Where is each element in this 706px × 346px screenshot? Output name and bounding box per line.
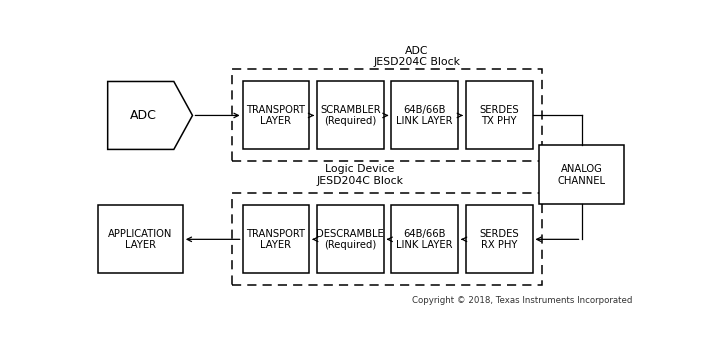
Bar bbox=[243, 82, 309, 149]
Text: 64B/66B
LINK LAYER: 64B/66B LINK LAYER bbox=[397, 104, 453, 126]
Text: Logic Device
JESD204C Block: Logic Device JESD204C Block bbox=[317, 164, 404, 186]
Text: APPLICATION
LAYER: APPLICATION LAYER bbox=[108, 229, 173, 250]
Bar bbox=[243, 206, 309, 273]
Text: SERDES
TX PHY: SERDES TX PHY bbox=[479, 104, 519, 126]
Bar bbox=[98, 206, 183, 273]
Bar bbox=[466, 82, 532, 149]
Bar bbox=[317, 206, 384, 273]
Text: DESCRAMBLE
(Required): DESCRAMBLE (Required) bbox=[316, 229, 384, 250]
Bar bbox=[317, 82, 384, 149]
Text: TRANSPORT
LAYER: TRANSPORT LAYER bbox=[246, 104, 306, 126]
Bar bbox=[232, 70, 542, 161]
Text: ADC
JESD204C Block: ADC JESD204C Block bbox=[373, 46, 460, 67]
Text: ANALOG
CHANNEL: ANALOG CHANNEL bbox=[558, 164, 606, 185]
Text: SERDES
RX PHY: SERDES RX PHY bbox=[479, 229, 519, 250]
Bar bbox=[391, 82, 458, 149]
Text: Copyright © 2018, Texas Instruments Incorporated: Copyright © 2018, Texas Instruments Inco… bbox=[412, 296, 633, 305]
Polygon shape bbox=[108, 82, 193, 149]
Text: 64B/66B
LINK LAYER: 64B/66B LINK LAYER bbox=[397, 229, 453, 250]
Bar bbox=[466, 206, 532, 273]
Bar bbox=[539, 145, 624, 204]
Text: SCRAMBLER
(Required): SCRAMBLER (Required) bbox=[320, 104, 381, 126]
Text: ADC: ADC bbox=[130, 109, 157, 122]
Bar bbox=[391, 206, 458, 273]
Bar bbox=[232, 193, 542, 285]
Text: TRANSPORT
LAYER: TRANSPORT LAYER bbox=[246, 229, 306, 250]
